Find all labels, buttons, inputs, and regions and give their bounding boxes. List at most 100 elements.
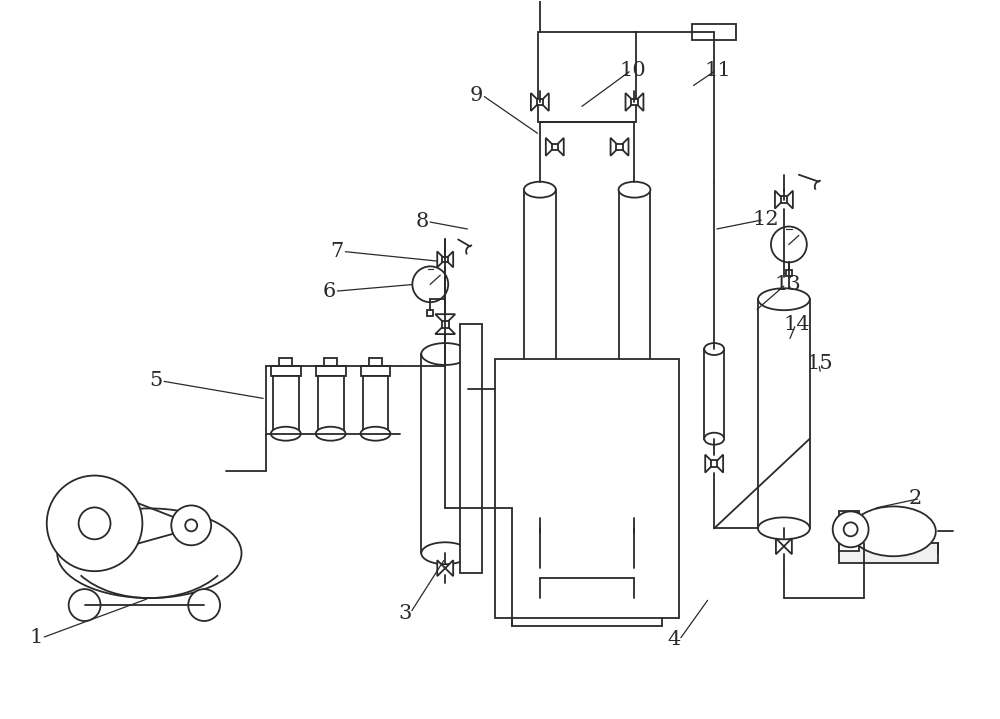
Bar bbox=[781, 196, 787, 203]
Circle shape bbox=[47, 475, 142, 571]
Bar bbox=[318, 376, 344, 434]
Circle shape bbox=[188, 589, 220, 621]
Polygon shape bbox=[652, 599, 661, 617]
Text: 8: 8 bbox=[415, 212, 429, 231]
Bar bbox=[613, 605, 620, 611]
Bar bbox=[786, 270, 792, 276]
Text: 10: 10 bbox=[620, 60, 646, 80]
Ellipse shape bbox=[361, 427, 390, 441]
Bar bbox=[537, 99, 543, 105]
Bar bbox=[538, 32, 636, 122]
Text: 4: 4 bbox=[667, 631, 681, 649]
Polygon shape bbox=[626, 93, 634, 111]
Bar bbox=[616, 144, 623, 150]
Bar bbox=[421, 354, 469, 553]
Polygon shape bbox=[549, 599, 558, 617]
Text: 9: 9 bbox=[470, 86, 483, 104]
Bar bbox=[555, 605, 561, 611]
Polygon shape bbox=[555, 138, 564, 156]
Text: 7: 7 bbox=[331, 242, 344, 261]
Polygon shape bbox=[540, 93, 549, 111]
Bar bbox=[324, 358, 337, 366]
Polygon shape bbox=[775, 191, 784, 209]
Bar bbox=[460, 324, 482, 573]
Text: 3: 3 bbox=[398, 603, 412, 623]
Ellipse shape bbox=[758, 288, 810, 310]
Bar bbox=[536, 564, 543, 572]
Bar bbox=[363, 376, 388, 434]
Polygon shape bbox=[445, 252, 453, 267]
Polygon shape bbox=[705, 454, 714, 472]
Circle shape bbox=[771, 226, 807, 262]
Bar bbox=[273, 376, 299, 434]
Ellipse shape bbox=[619, 510, 650, 526]
Text: 6: 6 bbox=[323, 282, 336, 301]
Polygon shape bbox=[437, 252, 445, 267]
Polygon shape bbox=[437, 560, 445, 576]
Text: 2: 2 bbox=[908, 489, 922, 508]
Polygon shape bbox=[531, 93, 540, 111]
Polygon shape bbox=[445, 560, 453, 576]
Circle shape bbox=[69, 589, 101, 621]
Bar bbox=[649, 605, 656, 611]
Circle shape bbox=[171, 505, 211, 545]
Polygon shape bbox=[776, 539, 784, 554]
Bar bbox=[519, 605, 525, 611]
Ellipse shape bbox=[316, 427, 346, 441]
Polygon shape bbox=[634, 558, 644, 578]
Polygon shape bbox=[546, 138, 555, 156]
Polygon shape bbox=[522, 599, 531, 617]
Circle shape bbox=[833, 511, 869, 547]
Circle shape bbox=[79, 508, 111, 539]
Circle shape bbox=[412, 266, 448, 302]
Polygon shape bbox=[714, 454, 723, 472]
Ellipse shape bbox=[421, 542, 469, 564]
Bar bbox=[631, 99, 638, 105]
Polygon shape bbox=[608, 599, 617, 617]
Text: 14: 14 bbox=[784, 315, 811, 334]
Bar bbox=[758, 299, 810, 528]
Ellipse shape bbox=[524, 182, 556, 198]
Circle shape bbox=[844, 523, 858, 536]
Bar bbox=[279, 358, 292, 366]
Ellipse shape bbox=[704, 343, 724, 355]
Polygon shape bbox=[611, 138, 620, 156]
Bar bbox=[442, 321, 449, 328]
Text: 13: 13 bbox=[774, 275, 801, 294]
Polygon shape bbox=[435, 324, 455, 334]
Bar bbox=[524, 190, 556, 518]
Polygon shape bbox=[625, 558, 634, 578]
Text: 5: 5 bbox=[149, 372, 163, 390]
Bar bbox=[495, 359, 679, 618]
Bar bbox=[316, 366, 346, 376]
Polygon shape bbox=[435, 314, 455, 324]
Bar bbox=[839, 511, 859, 551]
Bar bbox=[442, 257, 448, 262]
Ellipse shape bbox=[851, 506, 936, 557]
Ellipse shape bbox=[57, 508, 242, 598]
Bar bbox=[552, 144, 558, 150]
Circle shape bbox=[185, 519, 197, 531]
Polygon shape bbox=[634, 93, 643, 111]
Ellipse shape bbox=[704, 433, 724, 444]
Bar bbox=[692, 24, 736, 40]
Polygon shape bbox=[513, 599, 522, 617]
Polygon shape bbox=[530, 558, 540, 578]
Bar bbox=[704, 349, 724, 439]
Polygon shape bbox=[643, 599, 652, 617]
Bar bbox=[631, 564, 638, 572]
Ellipse shape bbox=[421, 343, 469, 365]
Ellipse shape bbox=[758, 518, 810, 539]
Bar bbox=[271, 366, 301, 376]
Polygon shape bbox=[617, 599, 626, 617]
Polygon shape bbox=[784, 191, 793, 209]
Ellipse shape bbox=[271, 427, 301, 441]
Polygon shape bbox=[784, 539, 792, 554]
Bar bbox=[839, 544, 938, 563]
Polygon shape bbox=[558, 599, 567, 617]
Polygon shape bbox=[540, 558, 550, 578]
Ellipse shape bbox=[524, 510, 556, 526]
Text: 15: 15 bbox=[807, 354, 833, 373]
Bar bbox=[619, 190, 650, 518]
Text: 1: 1 bbox=[30, 628, 43, 647]
